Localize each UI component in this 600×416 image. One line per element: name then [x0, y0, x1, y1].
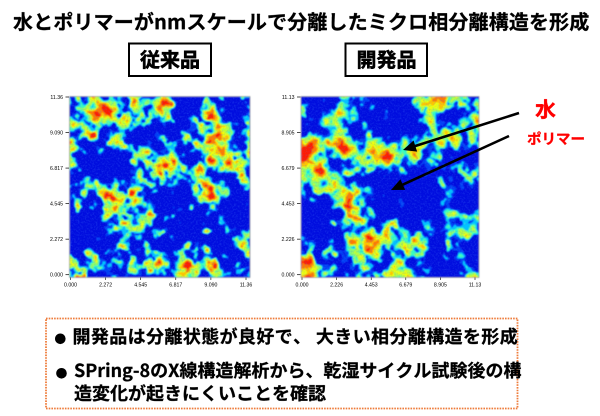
svg-text:11.36: 11.36	[240, 283, 253, 289]
svg-text:2.226: 2.226	[330, 283, 343, 289]
svg-text:9.090: 9.090	[50, 130, 63, 136]
svg-text:2.272: 2.272	[50, 237, 63, 243]
svg-text:2.226: 2.226	[282, 237, 295, 243]
svg-text:2.272: 2.272	[99, 283, 112, 289]
svg-text:6.679: 6.679	[282, 166, 295, 172]
svg-text:6.817: 6.817	[50, 166, 63, 172]
svg-text:8.905: 8.905	[434, 283, 447, 289]
svg-text:11.13: 11.13	[282, 95, 295, 101]
svg-text:0.000: 0.000	[50, 273, 63, 279]
svg-text:4.453: 4.453	[282, 202, 295, 208]
svg-text:11.36: 11.36	[50, 95, 63, 101]
svg-text:4.453: 4.453	[365, 283, 378, 289]
svg-text:4.545: 4.545	[134, 283, 147, 289]
svg-text:4.545: 4.545	[50, 202, 63, 208]
svg-text:0.000: 0.000	[296, 283, 309, 289]
svg-text:9.090: 9.090	[204, 283, 217, 289]
svg-text:0.000: 0.000	[64, 283, 77, 289]
svg-text:8.905: 8.905	[282, 130, 295, 136]
svg-text:0.000: 0.000	[282, 273, 295, 279]
svg-text:6.817: 6.817	[169, 283, 182, 289]
svg-text:6.679: 6.679	[399, 283, 412, 289]
svg-text:11.13: 11.13	[469, 283, 482, 289]
